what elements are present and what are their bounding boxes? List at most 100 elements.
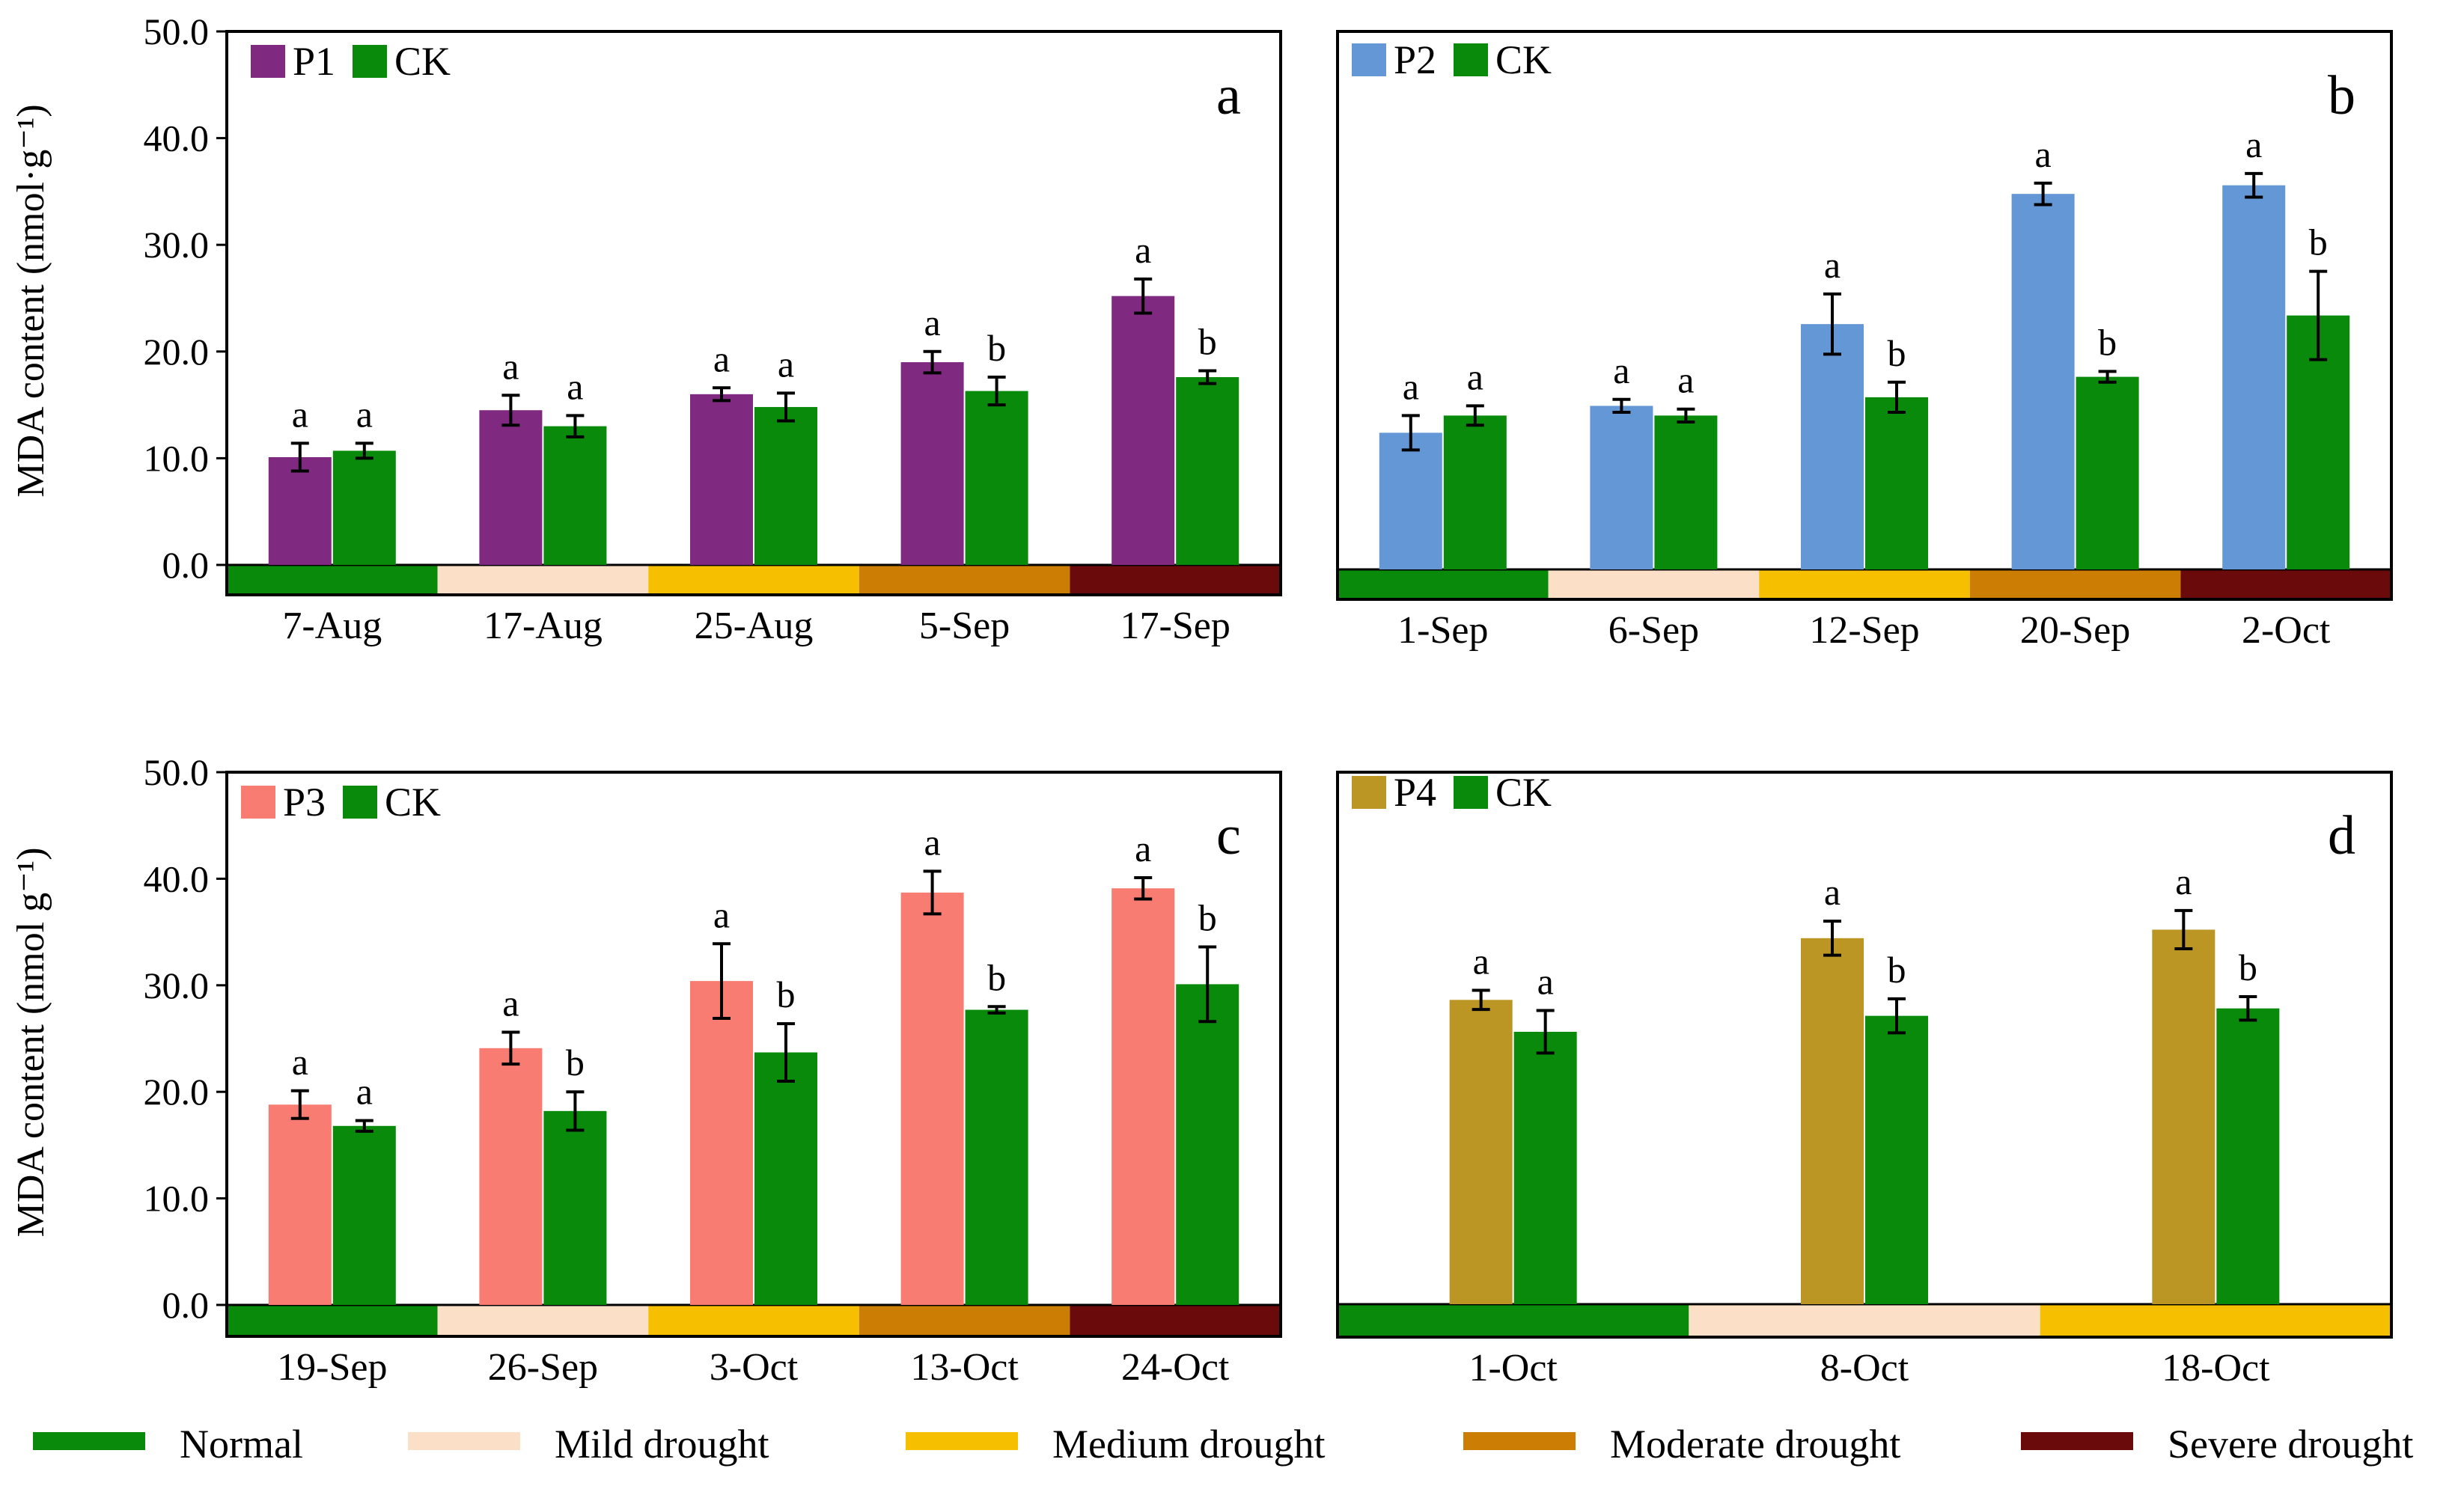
category-label: 20-Sep xyxy=(2020,609,2130,652)
bar-p3 xyxy=(268,1104,332,1305)
category-label: 7-Aug xyxy=(282,605,382,647)
drought-legend-label: Normal xyxy=(180,1422,303,1467)
category-label: 2-Oct xyxy=(2242,609,2331,652)
y-tick-label: 10.0 xyxy=(144,1178,210,1220)
drought-legend-label: Moderate drought xyxy=(1610,1422,1900,1467)
bar-ck xyxy=(1513,1031,1577,1304)
significance-letter: a xyxy=(778,343,794,385)
category-label: 25-Aug xyxy=(695,605,814,647)
drought-strip xyxy=(1689,1304,2040,1337)
bar-p1 xyxy=(690,394,753,565)
legend-swatch xyxy=(251,45,285,78)
y-tick-label: 30.0 xyxy=(144,224,210,266)
legend-swatch xyxy=(1352,776,1386,809)
category-label: 19-Sep xyxy=(277,1346,387,1389)
significance-letter: a xyxy=(2034,133,2051,175)
drought-strip xyxy=(2180,569,2391,599)
bar-ck xyxy=(543,426,607,565)
significance-letter: a xyxy=(1824,244,1841,286)
panel-a: 0.0 10.0 20.0 30.0 40.0 50.0 a a 7-Aug a a 17-Aug a a… xyxy=(144,10,1282,647)
y-tick-label: 0.0 xyxy=(162,1284,210,1326)
bar-ck xyxy=(1176,984,1239,1305)
significance-letter: a xyxy=(1135,229,1151,271)
drought-strip xyxy=(648,565,859,595)
drought-legend-swatch xyxy=(408,1432,520,1450)
legend-swatch xyxy=(353,45,387,78)
drought-legend-swatch xyxy=(33,1432,145,1450)
drought-strip xyxy=(1338,1304,1689,1337)
legend-label: CK xyxy=(394,39,451,84)
significance-letter: b xyxy=(987,327,1006,369)
drought-legend-swatch xyxy=(1463,1432,1576,1450)
category-label: 13-Oct xyxy=(910,1346,1019,1389)
legend-swatch xyxy=(1454,776,1488,809)
significance-letter: a xyxy=(567,365,583,407)
significance-letter: a xyxy=(2175,860,2192,902)
significance-letter: b xyxy=(2098,321,2117,363)
y-tick-label: 50.0 xyxy=(144,751,210,793)
bar-ck xyxy=(965,391,1028,565)
bar-p3 xyxy=(690,981,753,1305)
bar-ck xyxy=(2076,376,2139,569)
y-tick-label: 30.0 xyxy=(144,964,210,1006)
drought-strip xyxy=(859,1305,1070,1336)
plot-frame xyxy=(1336,771,2393,1339)
drought-strip xyxy=(1759,569,1970,599)
category-label: 5-Sep xyxy=(919,605,1010,647)
significance-letter: b xyxy=(1888,949,1906,991)
significance-letter: b xyxy=(987,956,1006,998)
significance-letter: b xyxy=(1198,897,1217,939)
legend-label: P2 xyxy=(1394,37,1436,82)
legend-label: CK xyxy=(385,780,441,825)
drought-strip xyxy=(437,1305,649,1336)
significance-letter: a xyxy=(2245,123,2262,165)
drought-strip xyxy=(2040,1304,2391,1337)
drought-legend-label: Medium drought xyxy=(1052,1422,1325,1467)
bar-ck xyxy=(543,1110,607,1305)
significance-letter: a xyxy=(713,893,730,935)
y-tick-label: 40.0 xyxy=(144,117,210,159)
category-label: 26-Sep xyxy=(488,1346,598,1389)
bar-ck xyxy=(754,1052,817,1305)
drought-strip xyxy=(648,1305,859,1336)
category-label: 1-Oct xyxy=(1469,1347,1558,1389)
significance-letter: a xyxy=(924,821,940,863)
bar-p4 xyxy=(2152,929,2216,1304)
panel-letter: d xyxy=(2328,805,2355,866)
bar-ck xyxy=(754,406,817,565)
drought-strip xyxy=(1070,1305,1281,1336)
significance-letter: b xyxy=(2309,221,2328,263)
y-axis-label-c: MDA content (nmol g⁻¹) xyxy=(10,847,52,1237)
legend-swatch xyxy=(1454,43,1488,76)
drought-legend-swatch xyxy=(2021,1432,2133,1450)
legend-swatch xyxy=(343,786,377,819)
panel-b: a a 1-Sep a a 6-Sep a b 12-Sep a b 20-Sep a b 2-Oct P2 C… xyxy=(1336,30,2393,652)
category-label: 8-Oct xyxy=(1820,1347,1909,1389)
y-tick-label: 10.0 xyxy=(144,437,210,479)
bar-ck xyxy=(2216,1008,2280,1304)
bar-ck xyxy=(965,1009,1028,1305)
significance-letter: b xyxy=(777,973,796,1015)
significance-letter: a xyxy=(1537,961,1554,1003)
bar-ck xyxy=(1865,397,1928,569)
category-label: 24-Oct xyxy=(1121,1346,1230,1389)
drought-strip xyxy=(859,565,1070,595)
category-label: 18-Oct xyxy=(2162,1347,2270,1389)
bar-p3 xyxy=(900,892,964,1305)
drought-strip xyxy=(1338,569,1549,599)
y-tick-label: 50.0 xyxy=(144,10,210,52)
bar-p2 xyxy=(1379,432,1442,569)
significance-letter: a xyxy=(1135,828,1151,869)
panel-c: 0.0 10.0 20.0 30.0 40.0 50.0 a a 19-Sep a b 26-Sep a… xyxy=(144,751,1282,1389)
significance-letter: a xyxy=(924,302,940,343)
y-axis-label-a: MDA content (nmol·g⁻¹) xyxy=(10,104,52,497)
bar-p1 xyxy=(1111,296,1175,565)
panel-d: a a 1-Oct a b 8-Oct a b 18-Oct P4 CK d xyxy=(1336,770,2393,1389)
drought-legend: Normal Mild drought Medium drought Moderate… xyxy=(33,1422,2413,1467)
y-tick-label: 0.0 xyxy=(162,544,210,586)
bar-p3 xyxy=(1111,888,1175,1305)
legend-swatch xyxy=(241,786,275,819)
significance-letter: b xyxy=(566,1042,585,1083)
significance-letter: a xyxy=(292,1041,308,1083)
category-label: 17-Sep xyxy=(1120,605,1231,647)
